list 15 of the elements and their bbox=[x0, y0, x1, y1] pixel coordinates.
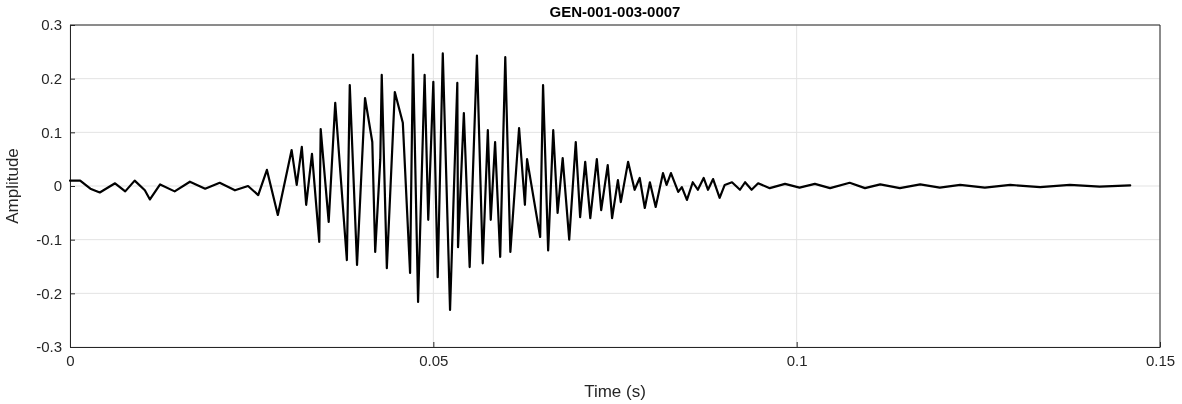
y-tick-label: 0.1 bbox=[41, 123, 62, 141]
y-tick-label: 0.2 bbox=[41, 69, 62, 87]
y-tick-label: 0.3 bbox=[41, 16, 62, 34]
y-tick-label: -0.3 bbox=[36, 338, 62, 356]
y-tick-label: -0.1 bbox=[36, 230, 62, 248]
line-series bbox=[68, 52, 1132, 312]
x-tick-label: 0 bbox=[66, 351, 75, 369]
x-axis-title: Time (s) bbox=[584, 382, 646, 401]
x-tick-label: 0.05 bbox=[419, 351, 449, 369]
y-tick-label: -0.2 bbox=[36, 284, 62, 302]
x-tick-label: 0.1 bbox=[786, 351, 808, 369]
y-tick-label: 0 bbox=[53, 177, 62, 195]
chart-title: GEN-001-003-0007 bbox=[549, 3, 681, 20]
y-axis-title: Amplitude bbox=[3, 148, 22, 224]
x-tick-label: 0.15 bbox=[1145, 351, 1176, 369]
